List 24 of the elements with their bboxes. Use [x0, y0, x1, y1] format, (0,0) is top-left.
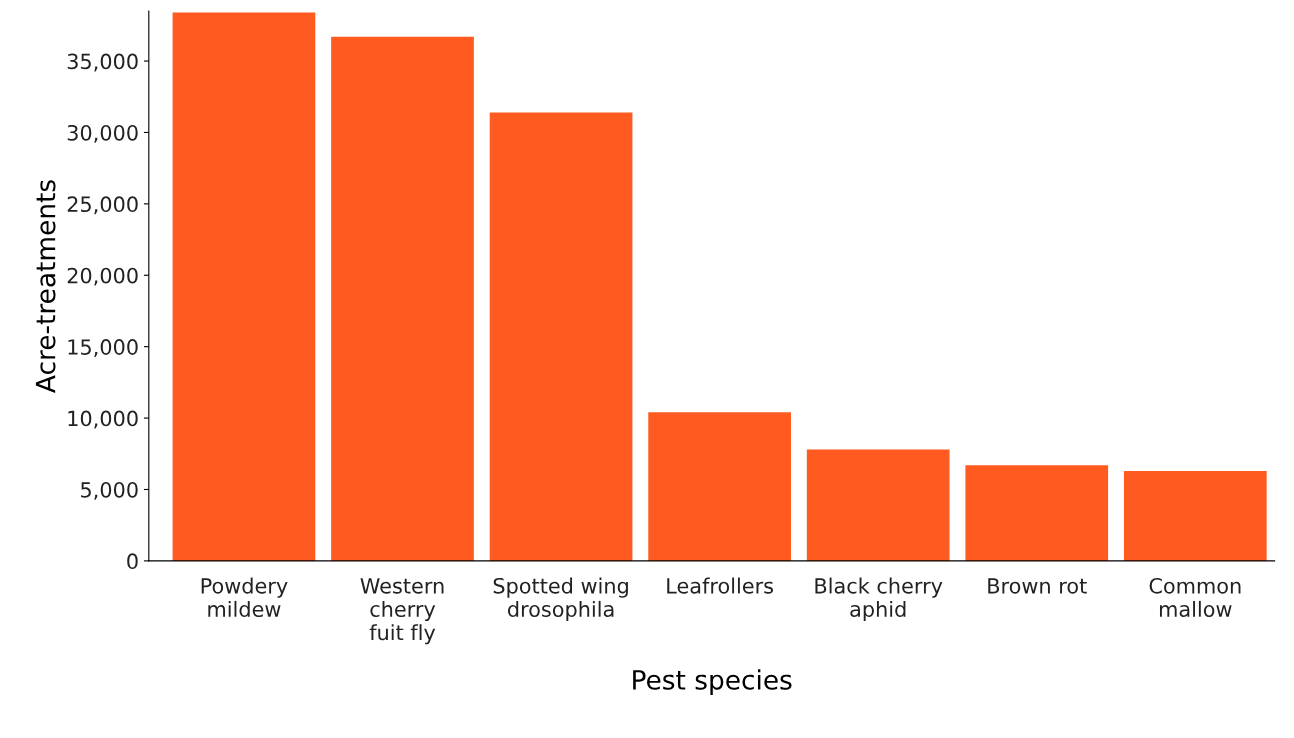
y-tick-label: 35,000 [67, 53, 138, 72]
x-tick-label: Common mallow [1149, 577, 1241, 617]
x-axis-title: Pest species [633, 669, 792, 695]
x-tick-label: Spotted wing drosophila [493, 577, 628, 622]
x-tick-label: Powdery mildew [201, 577, 288, 617]
y-tick-label: 0 [127, 553, 138, 570]
y-tick-label: 25,000 [67, 196, 138, 215]
y-tick-label: 5,000 [81, 481, 138, 500]
y-tick-label: 10,000 [68, 410, 138, 429]
x-tick-label: Leafrollers [667, 577, 774, 594]
x-tick-label: Black cherry aphid [815, 577, 943, 622]
y-tick-label: 20,000 [67, 267, 138, 286]
bar [648, 412, 791, 561]
y-axis-title: Acre-treatments [35, 180, 56, 393]
bar [806, 449, 950, 561]
bar [172, 12, 316, 561]
bar [965, 465, 1109, 561]
bar [489, 112, 633, 561]
bar [1123, 470, 1267, 561]
x-tick-label: Brown rot [988, 578, 1087, 594]
y-tick-label: 15,000 [68, 339, 138, 358]
y-tick-label: 30,000 [67, 124, 138, 143]
x-tick-label: Western cherry fuit fly [360, 578, 444, 645]
bar [331, 36, 474, 561]
